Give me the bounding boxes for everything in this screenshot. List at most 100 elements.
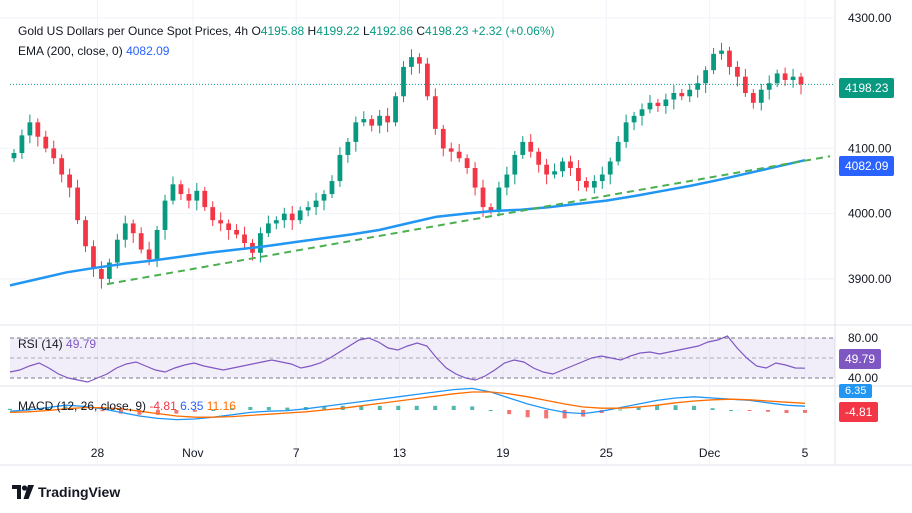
- candle: [496, 187, 502, 211]
- macd-value: 6.35: [180, 399, 204, 413]
- candle: [798, 76, 804, 85]
- macd-label: MACD (12, 26, close, 9): [18, 399, 147, 413]
- macd-histogram-bar: [766, 410, 771, 412]
- candle: [719, 50, 724, 54]
- candle: [19, 135, 25, 153]
- candle: [790, 76, 796, 80]
- time-tick-label: 5: [802, 446, 809, 460]
- ema-price-tag: 4082.09: [839, 156, 895, 176]
- macd-histogram-bar: [81, 408, 86, 410]
- macd-histogram-bar: [451, 405, 456, 410]
- macd-histogram-bar: [507, 410, 512, 415]
- price-tick-label: 3900.00: [848, 272, 892, 286]
- macd-histogram-bar: [174, 410, 179, 414]
- candle: [544, 164, 550, 175]
- ema-legend: EMA (200, close, 0) 4082.09: [18, 44, 169, 58]
- macd-histogram-bar: [155, 410, 160, 415]
- macd-histogram-bar: [8, 408, 12, 410]
- candle: [51, 148, 57, 159]
- candle: [194, 190, 200, 201]
- candle: [43, 136, 49, 149]
- rsi-value: 49.79: [66, 337, 97, 351]
- candle: [735, 66, 740, 77]
- candle: [289, 213, 295, 221]
- tradingview-logo-icon: [12, 485, 34, 499]
- ema-line: [9, 158, 806, 287]
- macd-histogram-bar: [377, 405, 382, 410]
- candle: [591, 181, 597, 188]
- candle: [432, 96, 438, 129]
- candle: [456, 151, 462, 159]
- time-tick-label: Nov: [182, 446, 203, 460]
- candle: [67, 174, 73, 188]
- macd-histogram-bar: [192, 410, 197, 412]
- candle: [727, 50, 732, 67]
- candle: [417, 57, 422, 64]
- candle: [59, 158, 65, 175]
- candle: [409, 57, 414, 67]
- candle: [146, 249, 152, 260]
- last-price-tag: 4198.23: [839, 78, 895, 98]
- candle: [758, 89, 764, 103]
- candle: [345, 141, 351, 155]
- rsi-label: RSI (14): [18, 337, 63, 351]
- macd-value-tag: 6.35: [839, 384, 873, 398]
- macd-legend: MACD (12, 26, close, 9) -4.81 6.35 11.16: [18, 399, 236, 413]
- candle: [122, 223, 128, 240]
- macd-hist-value: -4.81: [149, 399, 177, 413]
- macd-histogram-bar: [285, 407, 290, 410]
- macd-histogram-bar: [562, 410, 567, 419]
- trendline: [106, 155, 831, 286]
- rsi-axis-labels: 80.00 40.00: [848, 331, 878, 385]
- candle: [91, 246, 96, 270]
- candle: [647, 102, 653, 110]
- candle: [186, 194, 192, 201]
- candle: [774, 73, 780, 84]
- macd-histogram-bar: [433, 405, 438, 410]
- candle: [607, 161, 613, 175]
- candle: [631, 115, 637, 123]
- candle: [27, 122, 33, 136]
- signal-line: [9, 391, 806, 418]
- candle: [599, 174, 605, 182]
- time-axis-labels: 28 Nov 7 13 19 25 Dec 5: [91, 446, 809, 460]
- candles: [11, 42, 804, 289]
- candle: [170, 184, 176, 201]
- candle: [568, 161, 573, 168]
- macd-histogram-bar: [414, 405, 419, 410]
- macd-histogram-bar: [44, 407, 49, 410]
- tradingview-logo[interactable]: TradingView: [12, 484, 120, 500]
- candle: [234, 229, 239, 235]
- candle: [583, 181, 589, 188]
- high-value: 4199.22: [316, 24, 360, 38]
- candle: [297, 210, 303, 221]
- macd-histogram-bar: [710, 408, 715, 410]
- macd-histogram-bar: [396, 405, 401, 410]
- candle: [576, 168, 581, 182]
- candle: [663, 99, 669, 107]
- candle: [138, 233, 144, 250]
- macd-histogram-bar: [747, 410, 752, 411]
- macd-histogram-bar: [525, 410, 530, 418]
- macd-histogram-bar: [729, 410, 734, 411]
- candle: [11, 153, 17, 159]
- brand-name: TradingView: [38, 484, 121, 500]
- time-tick-label: 7: [293, 446, 300, 460]
- macd-histogram-bar: [266, 407, 271, 410]
- candle: [424, 63, 430, 97]
- candle: [218, 220, 224, 224]
- candle: [130, 223, 136, 234]
- candle: [154, 229, 160, 260]
- candle: [83, 220, 88, 247]
- rsi-tick-label: 80.00: [848, 331, 878, 345]
- rsi-legend: RSI (14) 49.79: [18, 337, 96, 351]
- candle: [782, 73, 788, 80]
- candle: [329, 181, 335, 195]
- change-value: +2.32 (+0.06%): [471, 24, 555, 38]
- candle: [504, 174, 510, 188]
- macd-histogram-bar: [636, 407, 641, 410]
- candle: [337, 154, 343, 182]
- time-tick-label: 19: [496, 446, 510, 460]
- rsi-line: [9, 335, 806, 383]
